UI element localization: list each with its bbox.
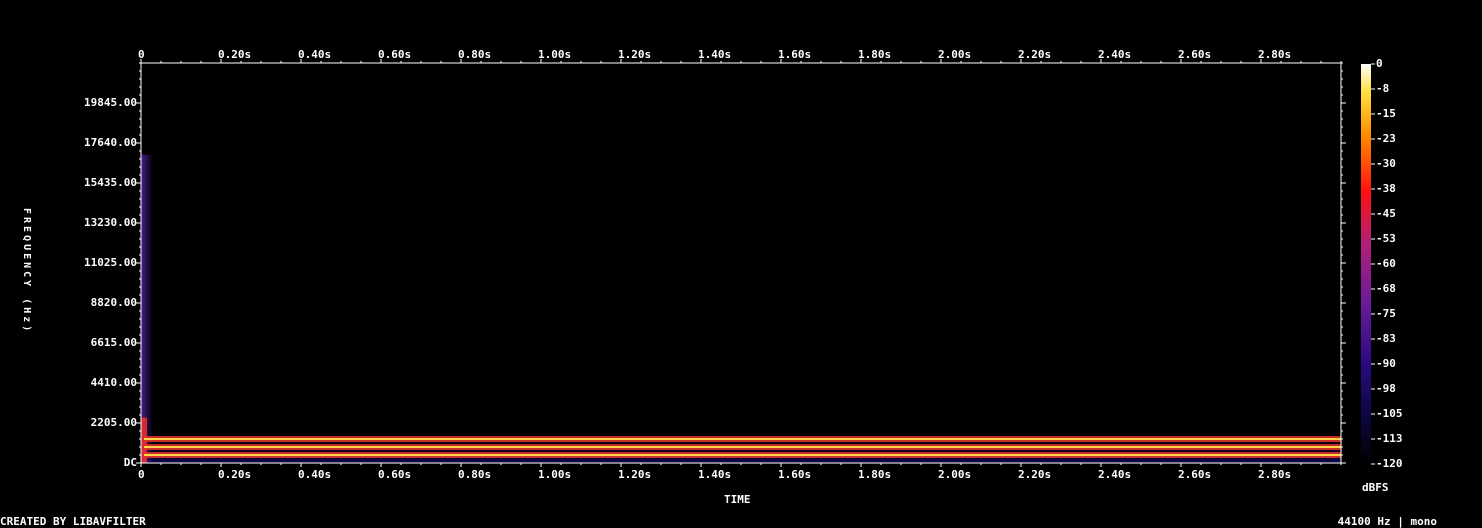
y-tick-label: 4410.00 bbox=[91, 376, 137, 389]
colorbar-tick-label: -120 bbox=[1376, 457, 1403, 470]
colorbar-tick-label: -53 bbox=[1376, 232, 1396, 245]
colorbar-tick-label: -38 bbox=[1376, 182, 1396, 195]
x-tick-label-bottom: 2.60s bbox=[1178, 468, 1211, 481]
x-tick-label-bottom: 1.40s bbox=[698, 468, 731, 481]
x-tick-label-top: 2.80s bbox=[1258, 48, 1291, 61]
x-tick-label-bottom: 1.80s bbox=[858, 468, 891, 481]
onset-burst bbox=[141, 155, 153, 463]
x-tick-label-bottom: 0.60s bbox=[378, 468, 411, 481]
tone-line-1 bbox=[144, 446, 1341, 448]
x-tick-label-top: 2.20s bbox=[1018, 48, 1051, 61]
colorbar-tick-label: -98 bbox=[1376, 382, 1396, 395]
x-tick-label-top: 1.20s bbox=[618, 48, 651, 61]
x-tick-label-bottom: 0.40s bbox=[298, 468, 331, 481]
colorbar-label: dBFS bbox=[1362, 481, 1389, 494]
x-tick-label-top: 0.20s bbox=[218, 48, 251, 61]
x-tick-label-top: 0.40s bbox=[298, 48, 331, 61]
x-axis-label: TIME bbox=[724, 493, 751, 506]
tone-line-2 bbox=[144, 438, 1341, 440]
x-tick-label-top: 1.40s bbox=[698, 48, 731, 61]
x-tick-label-bottom: 0.20s bbox=[218, 468, 251, 481]
colorbar-tick-label: -75 bbox=[1376, 307, 1396, 320]
y-tick-label: 15435.00 bbox=[84, 176, 137, 189]
x-tick-label-top: 0.60s bbox=[378, 48, 411, 61]
colorbar-tick-label: -45 bbox=[1376, 207, 1396, 220]
x-tick-label-bottom: 1.00s bbox=[538, 468, 571, 481]
colorbar-tick-label: -105 bbox=[1376, 407, 1403, 420]
colorbar-tick-label: -23 bbox=[1376, 132, 1396, 145]
colorbar-tick-label: -15 bbox=[1376, 107, 1396, 120]
x-tick-label-top: 1.60s bbox=[778, 48, 811, 61]
colorbar-tick-label: -83 bbox=[1376, 332, 1396, 345]
x-tick-label-bottom: 2.80s bbox=[1258, 468, 1291, 481]
y-axis-label: FREQUENCY (Hz) bbox=[18, 208, 32, 334]
tone-line-0 bbox=[144, 454, 1341, 456]
y-tick-label: 13230.00 bbox=[84, 216, 137, 229]
colorbar bbox=[1361, 64, 1371, 464]
y-tick-label: 8820.00 bbox=[91, 296, 137, 309]
y-tick-label: 2205.00 bbox=[91, 416, 137, 429]
colorbar-tick-label: 0 bbox=[1376, 57, 1383, 70]
y-tick-label: 6615.00 bbox=[91, 336, 137, 349]
colorbar-tick-label: -8 bbox=[1376, 82, 1389, 95]
x-tick-label-bottom: 0.80s bbox=[458, 468, 491, 481]
plot-area bbox=[141, 63, 1341, 463]
colorbar-tick-label: -113 bbox=[1376, 432, 1403, 445]
colorbar-tick-label: -60 bbox=[1376, 257, 1396, 270]
colorbar-tick-label: -30 bbox=[1376, 157, 1396, 170]
x-tick-label-top: 2.00s bbox=[938, 48, 971, 61]
colorbar-tick-label: -68 bbox=[1376, 282, 1396, 295]
x-tick-label-top: 2.60s bbox=[1178, 48, 1211, 61]
footer-audio-info: 44100 Hz | mono bbox=[1338, 515, 1437, 528]
x-tick-label-bottom: 1.20s bbox=[618, 468, 651, 481]
x-tick-label-top: 2.40s bbox=[1098, 48, 1131, 61]
y-tick-label: 19845.00 bbox=[84, 96, 137, 109]
colorbar-tick-label: -90 bbox=[1376, 357, 1396, 370]
x-tick-label-top: 1.00s bbox=[538, 48, 571, 61]
y-tick-label: DC bbox=[124, 456, 137, 469]
x-tick-label-top: 0 bbox=[138, 48, 145, 61]
x-tick-label-top: 1.80s bbox=[858, 48, 891, 61]
footer-credit: CREATED BY LIBAVFILTER bbox=[0, 515, 146, 528]
x-tick-label-top: 0.80s bbox=[458, 48, 491, 61]
x-tick-label-bottom: 2.00s bbox=[938, 468, 971, 481]
x-tick-label-bottom: 0 bbox=[138, 468, 145, 481]
x-tick-label-bottom: 2.20s bbox=[1018, 468, 1051, 481]
x-tick-label-bottom: 2.40s bbox=[1098, 468, 1131, 481]
y-tick-label: 11025.00 bbox=[84, 256, 137, 269]
y-tick-label: 17640.00 bbox=[84, 136, 137, 149]
x-tick-label-bottom: 1.60s bbox=[778, 468, 811, 481]
